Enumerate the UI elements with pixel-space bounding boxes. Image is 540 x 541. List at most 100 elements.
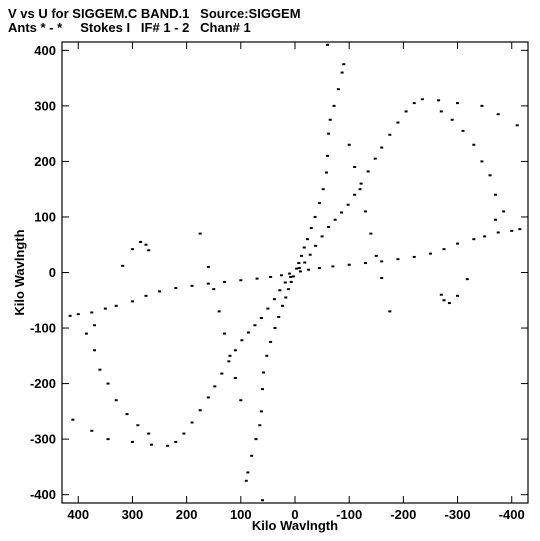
x-tick-label: 0 [291, 507, 298, 522]
data-point [442, 299, 446, 302]
data-point [483, 235, 487, 238]
data-point [228, 354, 232, 357]
data-point [220, 372, 224, 375]
data-point [465, 278, 469, 281]
data-point [510, 229, 514, 232]
data-point [420, 98, 424, 101]
x-tick-label: -400 [499, 507, 525, 522]
data-point [493, 193, 497, 196]
y-tick-label: 300 [34, 98, 56, 113]
data-point [472, 143, 476, 146]
data-point [300, 254, 304, 257]
data-point [278, 289, 282, 292]
data-point [98, 368, 102, 371]
data-point [166, 444, 170, 447]
data-point [289, 280, 293, 283]
data-point [283, 281, 287, 284]
data-point [412, 255, 416, 258]
data-point [233, 377, 237, 380]
data-point [130, 248, 134, 251]
data-point [198, 232, 202, 235]
data-point [125, 413, 129, 416]
x-axis-label: Kilo Wavlngth [252, 518, 338, 533]
data-point [272, 298, 276, 301]
data-point [447, 302, 451, 305]
data-point [327, 132, 331, 135]
data-point [295, 267, 299, 270]
data-point [253, 324, 257, 327]
data-point [340, 71, 344, 74]
data-point [380, 260, 384, 263]
x-tick-label: 100 [230, 507, 252, 522]
data-point [258, 424, 262, 427]
data-point [198, 409, 202, 412]
data-point [239, 399, 243, 402]
data-point [353, 193, 357, 196]
data-point [144, 294, 148, 297]
data-point [121, 264, 125, 267]
data-point [260, 499, 264, 502]
data-point [314, 244, 318, 247]
data-point [217, 310, 221, 313]
data-point [303, 261, 307, 264]
y-tick-label: 0 [49, 265, 56, 280]
data-point [396, 121, 400, 124]
data-point [223, 332, 227, 335]
y-tick-label: 400 [34, 43, 56, 58]
data-point [103, 307, 107, 310]
data-point [346, 203, 350, 206]
y-tick-label: -200 [30, 376, 56, 391]
data-point [259, 410, 263, 413]
data-point [206, 265, 210, 268]
data-point [456, 242, 460, 245]
data-point [380, 146, 384, 149]
data-point [84, 332, 88, 335]
data-point [244, 479, 248, 482]
data-point [333, 218, 337, 221]
data-point [206, 282, 210, 285]
data-point [326, 154, 330, 157]
data-point [174, 440, 178, 443]
data-point [305, 238, 309, 241]
data-point [250, 454, 254, 457]
y-axis-label: Kilo Wavlngth [12, 229, 27, 315]
data-point [518, 228, 522, 231]
data-point [461, 129, 465, 132]
data-point [277, 315, 281, 318]
data-point [297, 267, 301, 270]
data-point [404, 110, 408, 113]
data-point [147, 249, 151, 252]
data-point [359, 182, 363, 185]
x-tick-label: 300 [122, 507, 144, 522]
y-tick-label: -400 [30, 487, 56, 502]
data-point [373, 157, 377, 160]
data-point [265, 354, 269, 357]
data-point [260, 388, 264, 391]
data-point [130, 440, 134, 443]
data-point [182, 432, 186, 435]
data-point [90, 311, 94, 314]
data-point [291, 275, 295, 278]
data-point [246, 471, 250, 474]
data-point [331, 265, 335, 268]
data-point [358, 188, 362, 191]
data-point [269, 275, 273, 278]
data-point [254, 438, 258, 441]
x-tick-label: -300 [445, 507, 471, 522]
data-point [380, 277, 384, 280]
data-point [496, 231, 500, 234]
x-tick-label: -100 [336, 507, 362, 522]
data-point [284, 296, 288, 299]
chart-title: V vs U for SIGGEM.C BAND.1 Source:SIGGEM [8, 6, 301, 21]
data-point [269, 340, 273, 343]
data-point [246, 331, 250, 334]
data-point [321, 188, 325, 191]
data-point [106, 438, 110, 441]
data-point [320, 235, 324, 238]
data-point [190, 421, 194, 424]
data-point [255, 277, 259, 280]
data-point [239, 279, 243, 282]
data-point [298, 270, 302, 273]
data-point [289, 275, 293, 278]
x-tick-label: -200 [390, 507, 416, 522]
